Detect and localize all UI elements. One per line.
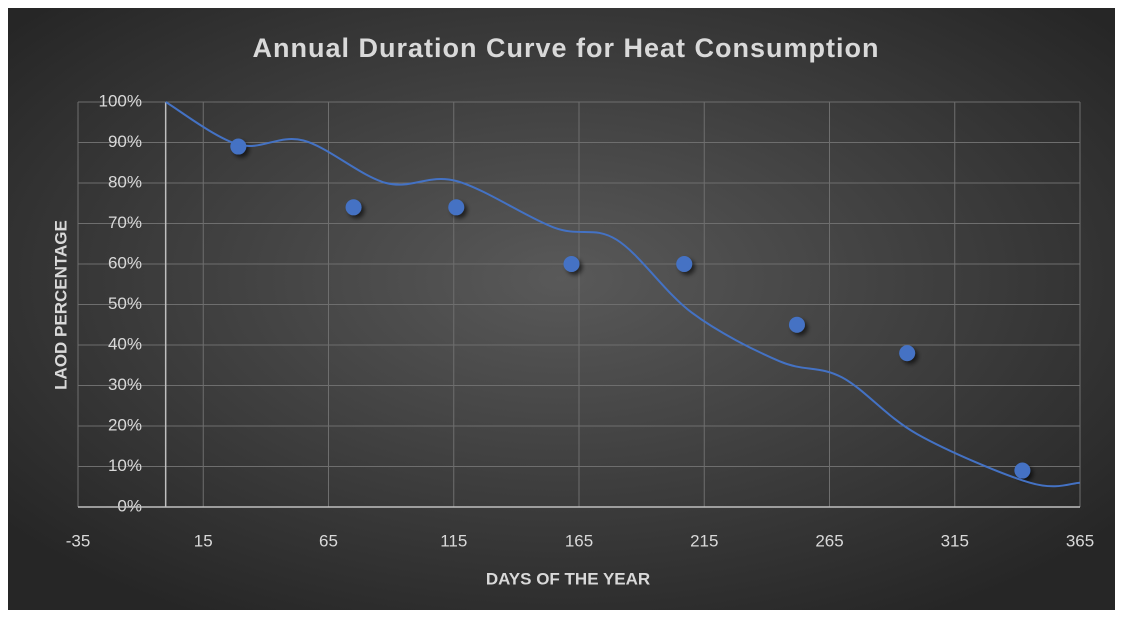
curve <box>165 101 1081 488</box>
x-tick-label: 215 <box>690 531 718 550</box>
y-tick-label: 40% <box>108 334 142 353</box>
y-tick-label: 30% <box>108 375 142 394</box>
data-point <box>899 345 916 362</box>
y-tick-label: 90% <box>108 132 142 151</box>
chart-title: Annual Duration Curve for Heat Consumpti… <box>252 33 879 63</box>
data-point <box>563 256 580 272</box>
x-tick-label: 365 <box>1066 531 1094 550</box>
x-tick-label: 265 <box>815 531 843 550</box>
x-tick-label: 315 <box>941 531 969 550</box>
chart-background <box>8 8 1115 610</box>
y-tick-label: 50% <box>108 294 142 313</box>
data-point <box>448 199 465 216</box>
x-axis-label: DAYS OF THE YEAR <box>486 569 650 588</box>
x-tick-label: 115 <box>440 531 467 550</box>
x-tick-label: 165 <box>565 531 593 550</box>
y-tick-label: 0% <box>117 496 142 515</box>
y-tick-label: 100% <box>99 91 142 110</box>
x-tick-label: 65 <box>319 531 338 550</box>
x-tick-label: 15 <box>194 531 213 550</box>
y-axis-label: LAOD PERCENTAGE <box>51 220 70 390</box>
data-point <box>676 256 693 272</box>
y-tick-label: 80% <box>108 172 142 191</box>
data-point <box>345 199 362 216</box>
x-tick-label: -35 <box>66 531 91 550</box>
y-tick-label: 20% <box>108 415 142 434</box>
data-point <box>788 316 805 333</box>
y-tick-label: 60% <box>108 253 142 272</box>
data-point <box>1014 462 1031 479</box>
y-tick-label: 10% <box>108 456 142 475</box>
y-tick-label: 70% <box>108 213 142 232</box>
